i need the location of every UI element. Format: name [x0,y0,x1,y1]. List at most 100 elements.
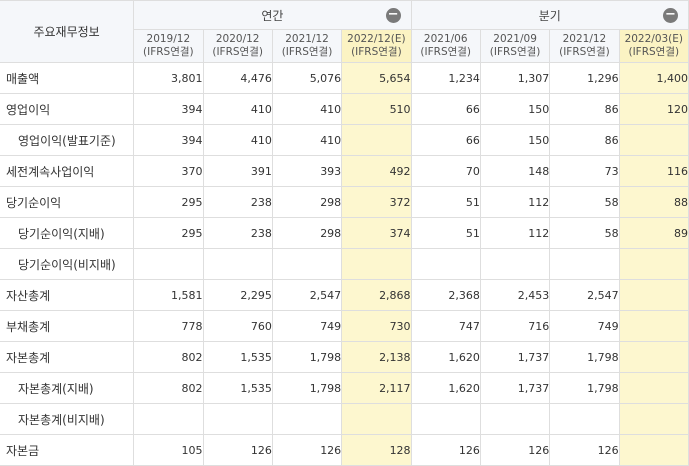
table-cell [618,434,689,466]
table-cell: 374 [341,217,412,249]
table-cell: 150 [479,124,551,156]
table-cell: 802 [133,341,204,373]
table-cell: 1,798 [271,341,343,373]
table-cell: 126 [549,434,620,466]
period-basis: (IFRS연결) [628,46,680,58]
table-cell [618,248,689,280]
table-cell [341,124,412,156]
table-cell [618,403,689,435]
row-label: 자본총계(비지배) [0,403,135,435]
table-cell [202,248,273,280]
table-cell: 1,307 [479,62,551,94]
table-cell: 126 [271,434,343,466]
table-cell: 105 [133,434,204,466]
period-date: 2020/12 [215,33,260,45]
table-cell: 66 [410,93,481,125]
table-cell: 410 [202,93,273,125]
row-label: 영업이익 [0,93,135,125]
table-row: 자본금 105 126 126 128 126 126 126 [0,434,689,466]
group-label-quarterly: 분기 [538,8,561,23]
row-label: 자산총계 [0,279,135,311]
table-cell: 394 [133,93,204,125]
period-header: 2022/03(E) (IFRS연결) [618,29,689,63]
period-header: 2020/12 (IFRS연결) [202,29,273,63]
table-cell: 1,234 [410,62,481,94]
row-label: 당기순이익 [0,186,135,218]
table-cell: 372 [341,186,412,218]
table-cell [618,341,689,373]
period-date: 2022/12(E) [347,33,406,45]
table-cell: 2,138 [341,341,412,373]
table-cell: 70 [410,155,481,187]
table-cell: 238 [202,217,273,249]
table-cell: 1,400 [618,62,689,94]
table-cell: 126 [202,434,273,466]
collapse-quarterly-minus-icon[interactable]: − [663,8,678,23]
table-cell: 148 [479,155,551,187]
period-header: 2021/06 (IFRS연결) [410,29,481,63]
table-cell: 410 [271,93,343,125]
table-cell [618,124,689,156]
table-cell [271,403,343,435]
table-cell: 1,535 [202,341,273,373]
row-label: 영업이익(발표기준) [0,124,135,156]
period-date: 2021/12 [285,33,329,45]
row-label: 부채총계 [0,310,135,342]
collapse-annual-minus-icon[interactable]: − [385,8,401,23]
table-cell: 1,535 [202,372,273,404]
period-basis: (IFRS연결) [420,46,472,58]
table-cell: 112 [479,217,551,249]
table-cell: 747 [410,310,481,342]
table-cell: 716 [479,310,551,342]
period-header: 2021/12 (IFRS연결) [549,29,620,63]
table-cell: 802 [133,372,204,404]
table-cell: 2,295 [202,279,273,311]
table-cell: 1,737 [479,372,551,404]
row-label: 매출액 [0,62,135,94]
table-cell: 58 [549,186,620,218]
table-row: 부채총계 778 760 749 730 747 716 749 [0,310,689,342]
row-label: 당기순이익(비지배) [0,248,135,280]
table-cell: 1,798 [549,372,620,404]
table-cell: 128 [341,434,412,466]
table-row: 매출액 3,801 4,476 5,076 5,654 1,234 1,307 1,296 1,… [0,62,689,94]
period-basis: (IFRS연결) [143,46,194,58]
period-basis: (IFRS연결) [559,46,610,58]
table-cell [410,403,481,435]
table-cell: 510 [341,93,412,125]
table-cell [618,279,689,311]
table-cell: 2,453 [479,279,551,311]
table-cell: 2,547 [271,279,343,311]
row-label: 세전계속사업이익 [0,155,135,187]
table-cell [549,248,620,280]
period-basis: (IFRS연결) [281,46,333,58]
period-basis: (IFRS연결) [212,46,263,58]
table-cell: 749 [549,310,620,342]
period-date: 2021/12 [562,33,607,45]
table-cell [410,248,481,280]
table-cell: 760 [202,310,273,342]
table-cell: 1,620 [410,372,481,404]
table-cell: 1,581 [133,279,204,311]
group-label-annual: 연간 [261,8,284,23]
row-label: 자본총계 [0,341,135,373]
table-cell: 66 [410,124,481,156]
table-cell: 86 [549,93,620,125]
table-cell: 298 [271,217,343,249]
table-cell: 86 [549,124,620,156]
table-row: 세전계속사업이익 370 391 393 492 70 148 73 116 [0,155,689,187]
table-cell [341,248,412,280]
table-cell: 1,620 [410,341,481,373]
table-cell [618,372,689,404]
table-cell [341,403,412,435]
period-header: 2022/12(E) (IFRS연결) [341,29,412,63]
table-cell: 2,117 [341,372,412,404]
table-cell: 4,476 [202,62,273,94]
table-cell: 3,801 [133,62,204,94]
table-cell: 2,368 [410,279,481,311]
table-row: 자본총계(지배) 802 1,535 1,798 2,117 1,620 1,737 1,79… [0,372,689,404]
table-cell: 410 [202,124,273,156]
table-cell [202,403,273,435]
table-cell: 88 [618,186,689,218]
period-date: 2021/06 [423,33,468,45]
